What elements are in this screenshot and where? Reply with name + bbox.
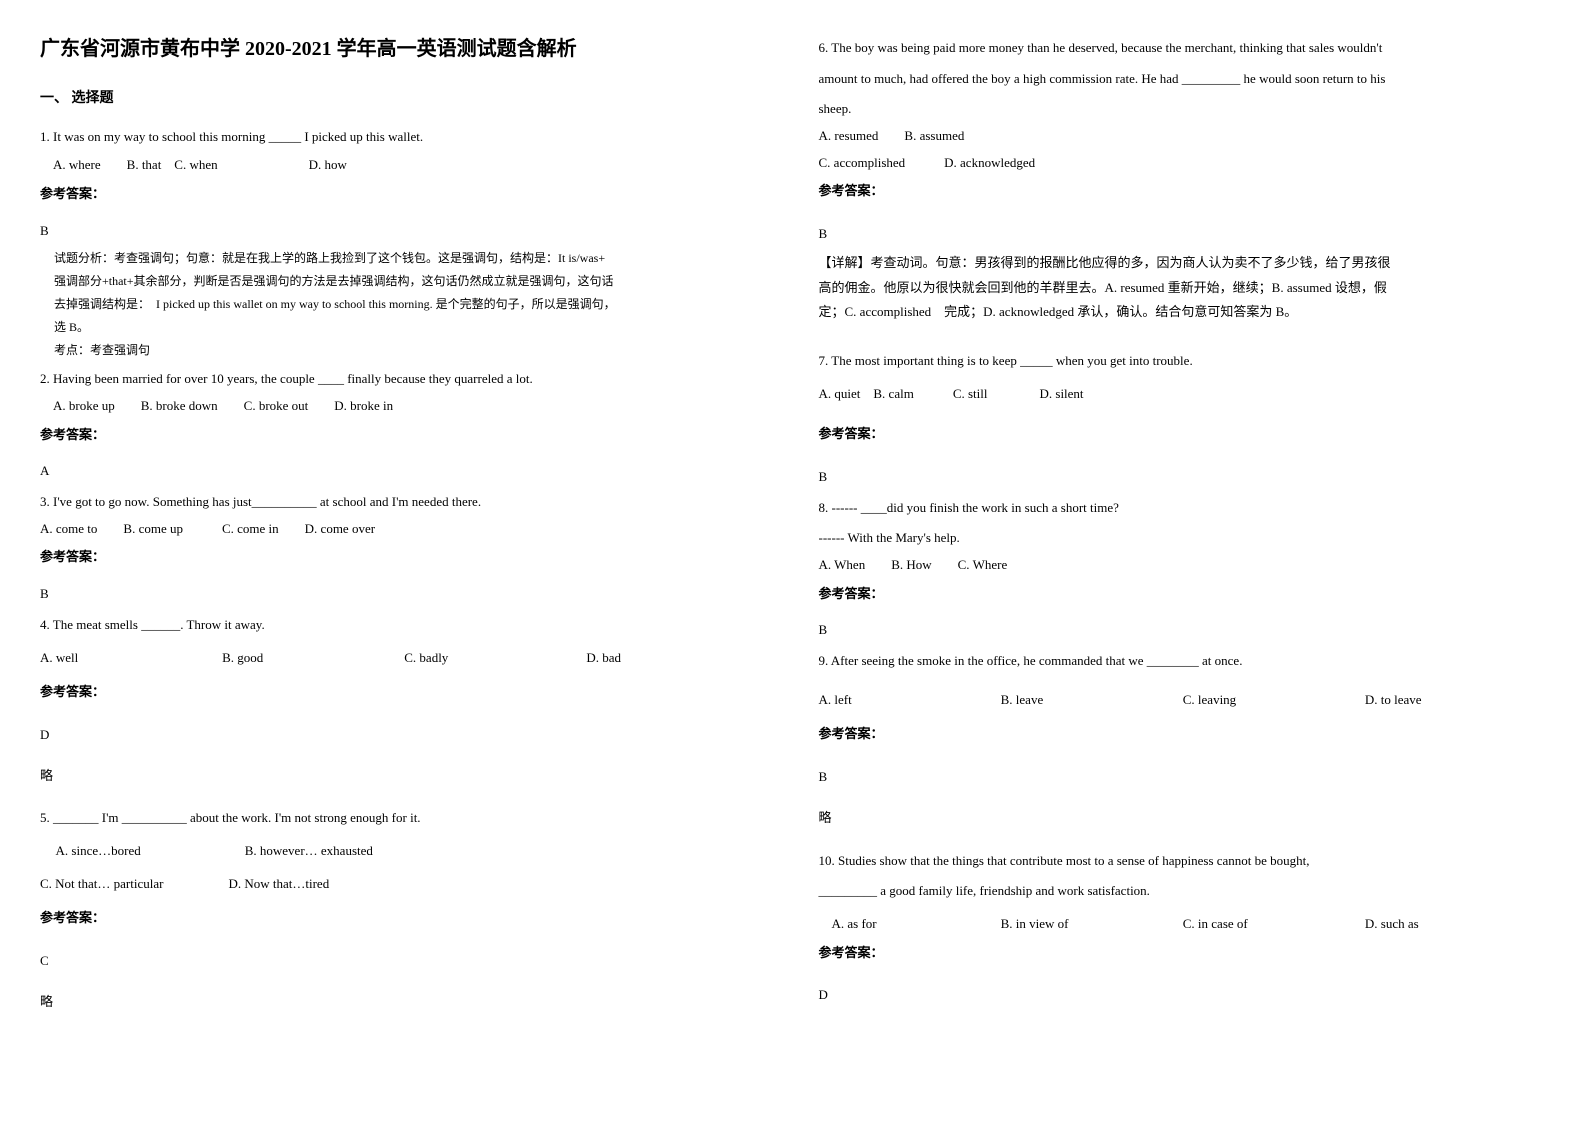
q6-stem-line3: sheep. — [819, 97, 1548, 122]
q5-note: 略 — [40, 990, 769, 1015]
q4-note: 略 — [40, 764, 769, 789]
q3-options: A. come to B. come up C. come in D. come… — [40, 517, 769, 542]
q4-opt-b: B. good — [222, 646, 404, 671]
q4-opt-a: A. well — [40, 646, 222, 671]
q2-options: A. broke up B. broke down C. broke out D… — [40, 394, 769, 419]
q9-opt-d: D. to leave — [1365, 688, 1547, 713]
analysis-line: 选 B。 — [54, 316, 769, 339]
q8-answer: B — [819, 618, 1548, 643]
q4-opt-d: D. bad — [586, 646, 768, 671]
q10-stem-line2: _________ a good family life, friendship… — [819, 879, 1548, 904]
analysis-line: 高的佣金。他原以为很快就会回到他的羊群里去。A. resumed 重新开始，继续… — [819, 276, 1548, 301]
q4-answer: D — [40, 723, 769, 748]
q6-options-2: C. accomplished D. acknowledged — [819, 151, 1548, 176]
paper-title: 广东省河源市黄布中学 2020-2021 学年高一英语测试题含解析 — [40, 30, 769, 68]
q2-answer-label: 参考答案： — [40, 423, 769, 448]
q1-answer: B — [40, 219, 769, 244]
q8-stem: 8. ------ ____did you finish the work in… — [819, 496, 1548, 521]
q7-answer: B — [819, 465, 1548, 490]
q4-options: A. well B. good C. badly D. bad — [40, 646, 769, 671]
analysis-line: 定；C. accomplished 完成；D. acknowledged 承认，… — [819, 300, 1548, 325]
q6-answer: B — [819, 222, 1548, 247]
q1-options: A. where B. that C. when D. how — [40, 153, 769, 178]
q6-answer-label: 参考答案： — [819, 179, 1548, 204]
q10-answer-label: 参考答案： — [819, 941, 1548, 966]
q4-stem: 4. The meat smells ______. Throw it away… — [40, 613, 769, 638]
q9-opt-a: A. left — [819, 688, 1001, 713]
q9-note: 略 — [819, 806, 1548, 831]
q10-opt-b: B. in view of — [1001, 912, 1183, 937]
analysis-line: 考点：考查强调句 — [54, 339, 769, 362]
q1-stem: 1. It was on my way to school this morni… — [40, 125, 769, 150]
section-heading: 一、 选择题 — [40, 86, 769, 113]
q10-opt-a: A. as for — [819, 912, 1001, 937]
q3-stem: 3. I've got to go now. Something has jus… — [40, 490, 769, 515]
q7-answer-label: 参考答案： — [819, 422, 1548, 447]
q10-opt-d: D. such as — [1365, 912, 1547, 937]
q6-stem-line1: 6. The boy was being paid more money tha… — [819, 36, 1548, 61]
q7-stem: 7. The most important thing is to keep _… — [819, 349, 1548, 374]
q4-answer-label: 参考答案： — [40, 680, 769, 705]
q6-analysis: 【详解】考查动词。句意：男孩得到的报酬比他应得的多，因为商人认为卖不了多少钱，给… — [819, 251, 1548, 325]
q10-stem-line1: 10. Studies show that the things that co… — [819, 849, 1548, 874]
q5-answer-label: 参考答案： — [40, 906, 769, 931]
q2-stem: 2. Having been married for over 10 years… — [40, 367, 769, 392]
q9-answer-label: 参考答案： — [819, 722, 1548, 747]
q5-options-line2: C. Not that… particular D. Now that…tire… — [40, 872, 769, 897]
left-column: 广东省河源市黄布中学 2020-2021 学年高一英语测试题含解析 一、 选择题… — [40, 30, 769, 1014]
analysis-line: 强调部分+that+其余部分，判断是否是强调句的方法是去掉强调结构，这句话仍然成… — [54, 270, 769, 293]
q9-stem: 9. After seeing the smoke in the office,… — [819, 649, 1548, 674]
q6-options-1: A. resumed B. assumed — [819, 124, 1548, 149]
analysis-line: 【详解】考查动词。句意：男孩得到的报酬比他应得的多，因为商人认为卖不了多少钱，给… — [819, 251, 1548, 276]
q1-answer-label: 参考答案： — [40, 182, 769, 207]
q10-answer: D — [819, 983, 1548, 1008]
q5-answer: C — [40, 949, 769, 974]
q8-answer-label: 参考答案： — [819, 582, 1548, 607]
q5-stem: 5. _______ I'm __________ about the work… — [40, 806, 769, 831]
q5-options-line1: A. since…bored B. however… exhausted — [40, 839, 769, 864]
analysis-line: 去掉强调结构是： I picked up this wallet on my w… — [54, 293, 769, 316]
q9-answer: B — [819, 765, 1548, 790]
q1-analysis: 试题分析：考查强调句；句意：就是在我上学的路上我捡到了这个钱包。这是强调句，结构… — [40, 247, 769, 361]
q10-options: A. as for B. in view of C. in case of D.… — [819, 912, 1548, 937]
q3-answer-label: 参考答案： — [40, 545, 769, 570]
q8-options: A. When B. How C. Where — [819, 553, 1548, 578]
analysis-line: 试题分析：考查强调句；句意：就是在我上学的路上我捡到了这个钱包。这是强调句，结构… — [54, 247, 769, 270]
q2-answer: A — [40, 459, 769, 484]
exam-paper: 广东省河源市黄布中学 2020-2021 学年高一英语测试题含解析 一、 选择题… — [40, 30, 1547, 1014]
q7-options: A. quiet B. calm C. still D. silent — [819, 382, 1548, 407]
q3-answer: B — [40, 582, 769, 607]
q4-opt-c: C. badly — [404, 646, 586, 671]
q10-opt-c: C. in case of — [1183, 912, 1365, 937]
q6-stem-line2: amount to much, had offered the boy a hi… — [819, 67, 1548, 92]
right-column: 6. The boy was being paid more money tha… — [819, 30, 1548, 1014]
q8-stem2: ------ With the Mary's help. — [819, 526, 1548, 551]
q9-opt-c: C. leaving — [1183, 688, 1365, 713]
q9-options: A. left B. leave C. leaving D. to leave — [819, 688, 1548, 713]
q9-opt-b: B. leave — [1001, 688, 1183, 713]
